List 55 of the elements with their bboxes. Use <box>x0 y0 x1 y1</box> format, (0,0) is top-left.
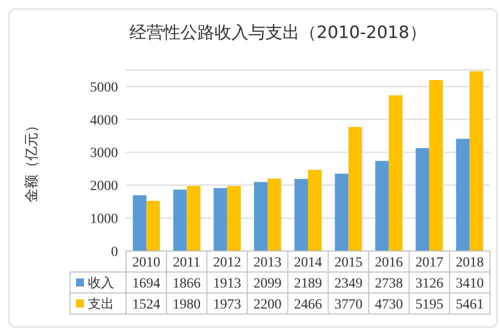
data-label: 3410 <box>456 276 484 292</box>
x-tick-label: 2018 <box>456 255 484 270</box>
bar <box>214 188 228 251</box>
data-label: 1973 <box>213 297 242 312</box>
bar <box>375 160 389 251</box>
x-tick-label: 2017 <box>415 255 444 270</box>
data-label: 1866 <box>172 276 201 292</box>
data-label: 4730 <box>374 297 403 312</box>
y-axis-title: 金额（亿元） <box>24 118 40 202</box>
data-label: 1694 <box>132 276 160 292</box>
bar <box>334 174 348 251</box>
y-tick-label: 4000 <box>90 113 118 128</box>
data-label: 2466 <box>294 297 322 312</box>
x-tick-label: 2010 <box>132 255 160 270</box>
data-label: 2189 <box>294 276 322 292</box>
bar <box>429 80 443 251</box>
data-label: 1980 <box>172 297 201 312</box>
bar <box>227 186 241 251</box>
y-tick-label: 0 <box>111 244 118 260</box>
bar <box>132 195 146 251</box>
x-tick-label: 2016 <box>374 255 403 270</box>
bar <box>294 178 308 251</box>
x-tick-label: 2015 <box>334 255 362 270</box>
x-tick-label: 2011 <box>172 255 200 270</box>
y-tick-label: 3000 <box>90 146 118 162</box>
bar <box>348 126 362 251</box>
x-tick-label: 2012 <box>213 255 242 270</box>
data-label: 1913 <box>213 276 242 292</box>
legend-label: 收入 <box>88 276 114 292</box>
bar <box>186 186 200 251</box>
bar <box>388 95 402 251</box>
data-label: 3770 <box>334 297 362 312</box>
y-tick-label: 2000 <box>90 179 118 194</box>
y-tick-label: 1000 <box>90 212 118 227</box>
bar <box>268 178 282 251</box>
data-label: 2200 <box>254 297 282 312</box>
data-label: 1524 <box>132 297 160 312</box>
chart-title: 经营性公路收入与支出（2010-2018） <box>130 23 426 43</box>
bar <box>254 182 268 251</box>
data-label: 2349 <box>334 276 362 292</box>
bar <box>416 148 430 251</box>
bar <box>173 190 187 251</box>
bar <box>308 170 322 251</box>
y-tick-label: 5000 <box>90 80 118 96</box>
bar <box>470 71 484 251</box>
x-tick-label: 2013 <box>254 255 282 270</box>
data-label: 2738 <box>374 276 403 292</box>
x-tick-label: 2014 <box>294 255 322 270</box>
data-label: 5195 <box>415 297 444 312</box>
data-label: 3126 <box>415 276 444 292</box>
bar <box>146 200 160 251</box>
bar <box>456 138 470 251</box>
data-label: 5461 <box>456 297 484 312</box>
legend-label: 支出 <box>88 297 114 312</box>
data-label: 2099 <box>254 276 282 292</box>
